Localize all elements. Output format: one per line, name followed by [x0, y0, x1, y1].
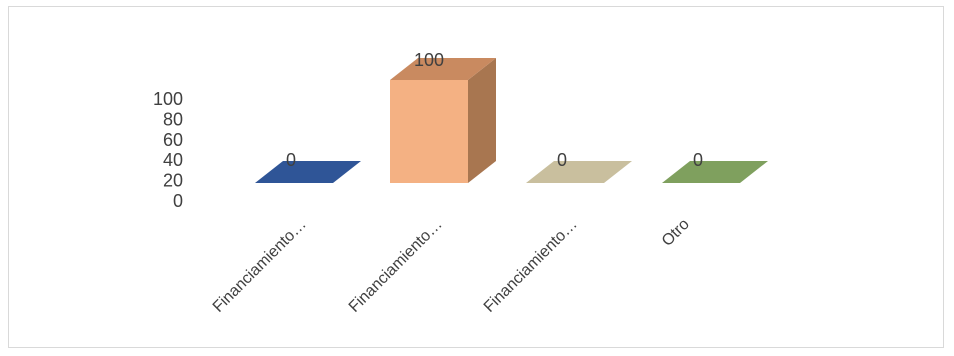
data-labels: 0 100 0 0 [286, 50, 703, 170]
category-label: Financiamiento… [210, 216, 310, 316]
y-tick-label: 20 [163, 171, 183, 191]
bar-front [390, 80, 468, 183]
category-labels: Financiamiento… Financiamiento… Financiami… [210, 216, 693, 316]
bars [255, 58, 768, 183]
bar-top [662, 161, 768, 183]
bar [390, 58, 496, 183]
category-label: Financiamiento… [346, 216, 446, 316]
y-tick-label: 60 [163, 130, 183, 150]
bar [662, 161, 768, 183]
y-tick-label: 80 [163, 109, 183, 129]
data-label: 0 [693, 150, 703, 170]
category-label: Otro [659, 216, 693, 250]
category-label: Financiamiento… [481, 216, 581, 316]
bar-side [468, 58, 496, 183]
bar [526, 161, 632, 183]
bar-top [390, 58, 496, 80]
data-label: 100 [414, 50, 444, 70]
data-label: 0 [557, 150, 567, 170]
y-tick-label: 40 [163, 150, 183, 170]
data-label: 0 [286, 150, 296, 170]
bar-top [526, 161, 632, 183]
y-tick-label: 100 [153, 89, 183, 109]
y-tick-label: 0 [173, 191, 183, 211]
bar-top [255, 161, 361, 183]
bar [255, 161, 361, 183]
